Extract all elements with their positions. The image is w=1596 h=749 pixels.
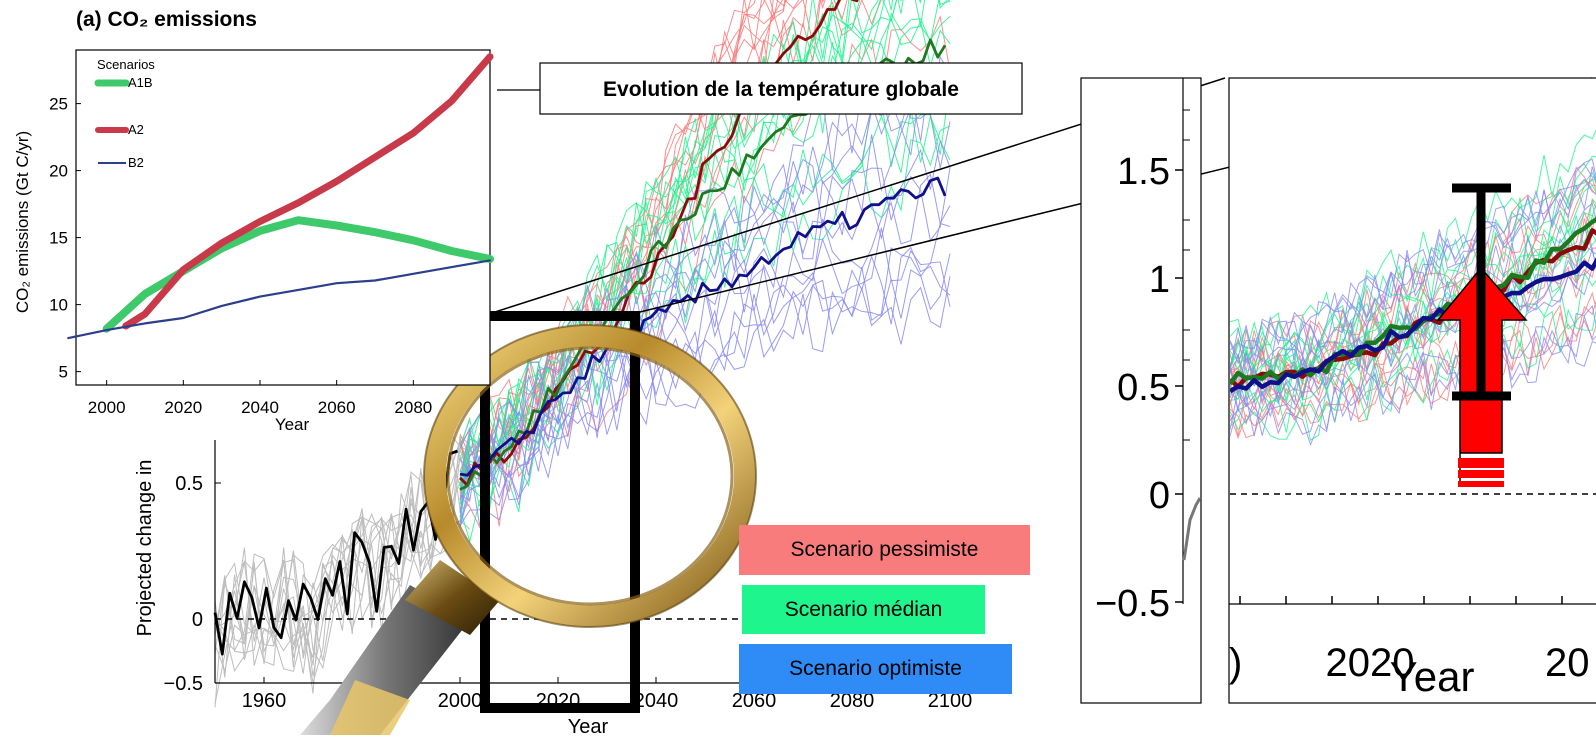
zoom-plot-frame: [1228, 77, 1596, 704]
zoom-y-tick-label: 1.5: [1117, 151, 1170, 193]
legend-label-b2: B2: [128, 155, 144, 170]
zoom-y-tick-label: 1: [1149, 259, 1170, 301]
temp-x-axis-title: Year: [568, 716, 609, 738]
zoom-y-tick-label: −0.5: [1095, 583, 1170, 625]
historical-ensemble-line: [214, 489, 471, 654]
magnifying-glass-icon: [300, 324, 757, 735]
zoom-ensemble-line: [1230, 176, 1596, 374]
projection-ensemble-line: [459, 261, 951, 528]
co2-emissions-chart: (a) CO₂ emissions 2000 2020 2040 2060 2080 5…: [13, 8, 494, 434]
zoom-series: [1230, 217, 1596, 394]
co2-y-tick-label: 25: [49, 95, 68, 114]
co2-x-tick-label: 2000: [88, 398, 126, 417]
temp-x-tick-label: 2080: [830, 690, 875, 712]
co2-chart-title: (a) CO₂ emissions: [76, 8, 257, 31]
historical-ensemble-line: [214, 474, 471, 705]
title-box-label: Evolution de la température globale: [603, 78, 959, 101]
zoom-x-minor-ticks: [1239, 596, 1563, 604]
zoom-y-tick-label: 0.5: [1117, 367, 1170, 409]
temp-x-tick-label: 1960: [242, 690, 287, 712]
zoom-ensemble-line: [1230, 178, 1596, 362]
zoom-window-frame: [480, 311, 640, 713]
zoom-ensemble-line: [1230, 335, 1596, 447]
co2-y-tick-label: 20: [49, 162, 68, 181]
legend-label-a2: A2: [128, 122, 144, 137]
co2-legend: Scenarios A1B A2 B2: [94, 57, 155, 170]
co2-x-tick-labels: 2000 2020 2040 2060 2080: [88, 380, 432, 417]
zoom-ensemble-line: [1230, 163, 1596, 370]
legend-box-pessimiste: Scenario pessimiste: [739, 525, 1030, 575]
legend-box-median: Scenario médian: [742, 585, 985, 634]
zoom-ensemble-line: [1230, 129, 1596, 360]
zoom-ensemble-line: [1230, 244, 1596, 411]
zoom-panel: −0.5 0 0.5 1 1.5 2020 Year ) 20: [1080, 77, 1596, 704]
zoom-ensemble-line: [1230, 304, 1596, 437]
historical-ensemble-line: [214, 454, 471, 678]
zoom-y-tick-labels: −0.5 0 0.5 1 1.5: [1095, 109, 1190, 625]
projection-ensemble-line: [459, 0, 885, 482]
co2-legend-title: Scenarios: [97, 57, 155, 72]
co2-plot-frame: [75, 49, 491, 386]
zoom-ensemble-line: [1230, 166, 1596, 365]
legend-box-optimiste: Scenario optimiste: [739, 644, 1012, 694]
co2-x-tick-label: 2020: [164, 398, 202, 417]
co2-y-axis-title: CO₂ emissions (Gt C/yr): [13, 131, 32, 313]
co2-y-tick-labels: 5 10 15 20 25: [49, 95, 81, 382]
projection-ensemble-line: [459, 66, 951, 480]
temp-series-line: [213, 449, 459, 656]
co2-y-tick-label: 10: [49, 296, 68, 315]
co2-series-a2: [122, 53, 494, 330]
zoom-ensemble-line: [1230, 319, 1596, 440]
zoom-partial-tick-right: 20: [1545, 641, 1590, 685]
zoom-series-line: [1230, 257, 1596, 394]
temp-x-tick-label: 2040: [634, 690, 679, 712]
co2-x-tick-label: 2060: [318, 398, 356, 417]
temp-y-tick-label: 0.5: [175, 473, 203, 495]
zoom-ensemble-lines: [1230, 129, 1596, 447]
historical-ensemble-line: [214, 442, 471, 683]
legend-label-a1b: A1B: [128, 75, 153, 90]
co2-y-tick-label: 5: [59, 363, 68, 382]
zoom-x-axis-title: Year: [1390, 653, 1475, 700]
co2-x-tick-label: 2040: [241, 398, 279, 417]
projection-ensemble-line: [459, 246, 951, 527]
zoom-y-axis-frame: [1080, 77, 1202, 704]
temp-x-tick-label: 2000: [438, 690, 483, 712]
projection-ensemble-line: [459, 139, 951, 501]
zoom-partial-tick-left: ): [1229, 641, 1242, 685]
temp-x-tick-label: 2060: [732, 690, 777, 712]
projection-ensemble-line: [459, 103, 951, 483]
co2-x-tick-label: 2080: [394, 398, 432, 417]
co2-series: [67, 53, 494, 340]
up-arrow-icon: [1436, 183, 1528, 487]
co2-y-tick-label: 15: [49, 229, 68, 248]
co2-series-a1b: [102, 216, 494, 333]
zoom-ensemble-line: [1230, 158, 1596, 351]
temp-y-axis-title: Projected change in: [134, 460, 156, 637]
zoom-y-tick-label: 0: [1149, 475, 1170, 517]
title-box: Evolution de la température globale: [497, 62, 1023, 115]
temp-y-tick-label: −0.5: [164, 673, 203, 695]
temp-x-tick-label: 2100: [928, 690, 973, 712]
zoom-ensemble-line: [1230, 213, 1596, 404]
zoom-ensemble-line: [1230, 271, 1596, 433]
zoom-ensemble-line: [1230, 263, 1596, 423]
zoom-left-fragment: [1182, 497, 1202, 561]
co2-series-b2: [67, 259, 492, 340]
co2-x-axis-title: Year: [275, 415, 310, 434]
zoom-ensemble-line: [1230, 314, 1596, 435]
zoom-x-tick-labels: 2020: [1326, 641, 1415, 685]
temp-y-tick-label: 0: [192, 609, 203, 631]
projection-ensemble-line: [459, 0, 951, 505]
temp-series-line: [459, 176, 947, 477]
zoom-ensemble-line: [1230, 202, 1596, 384]
zoom-x-tick-label: 2020: [1326, 641, 1415, 685]
